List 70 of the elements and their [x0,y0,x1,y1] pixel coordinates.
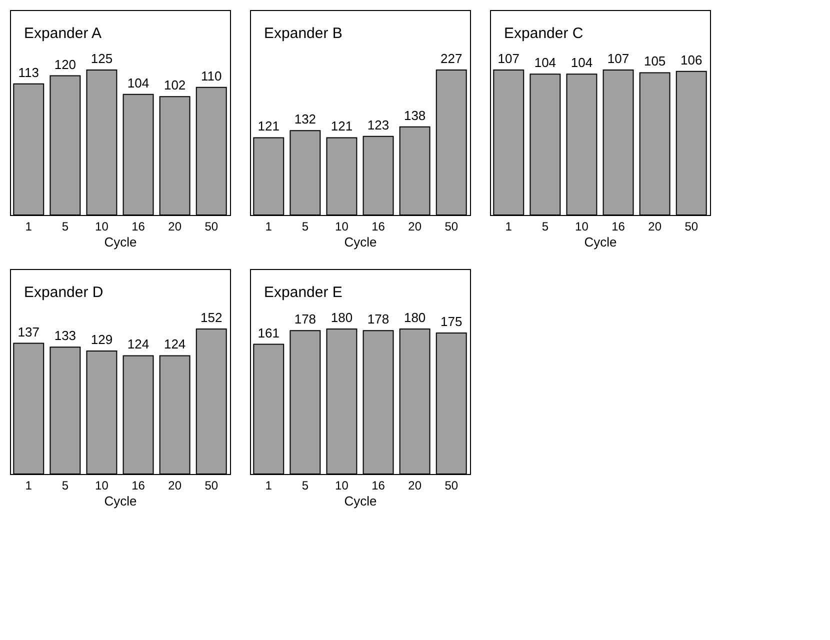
chart-title: Expander E [264,284,342,301]
chart-title: Expander D [24,284,104,301]
chart-title: Expander C [504,25,584,42]
x-tick-label: 10 [335,478,349,492]
data-label: 123 [367,117,390,132]
data-label: 104 [534,55,556,70]
data-label: 138 [404,108,426,123]
data-label: 137 [18,324,40,340]
x-tick-label: 5 [62,220,69,234]
chart-title: Expander B [264,25,342,42]
data-label: 102 [164,78,186,93]
data-label: 178 [294,312,316,327]
x-tick-label: 50 [204,478,218,492]
data-label: 161 [258,325,280,340]
x-tick-label: 50 [204,220,218,234]
data-label: 121 [330,118,353,134]
data-label: 107 [498,51,520,66]
x-tick-label: 20 [168,220,182,234]
data-label: 105 [644,54,666,69]
x-tick-label: 16 [132,478,146,492]
x-tick-label: 20 [168,478,182,492]
x-tick-label: 10 [95,220,109,234]
x-tick-label: 10 [335,220,349,234]
data-label: 180 [330,310,353,325]
x-tick-label: 16 [132,220,146,234]
x-tick-label: 16 [612,220,626,234]
x-tick-label: 5 [542,220,549,234]
data-label: 113 [18,64,40,80]
data-label: 110 [200,68,222,84]
chart-title: Expander A [24,25,102,42]
x-axis-title: Cycle [344,494,377,508]
data-label: 132 [294,112,316,127]
x-tick-label: 10 [95,478,109,492]
x-tick-label: 16 [372,220,386,234]
x-tick-label: 10 [575,220,589,234]
data-label: 104 [570,55,593,70]
data-label: 121 [258,118,280,134]
data-label: 152 [200,310,222,325]
data-label: 124 [164,336,186,352]
x-tick-label: 50 [444,478,458,492]
data-label: 227 [440,51,462,66]
x-axis-title: Cycle [344,234,377,250]
data-label: 104 [127,75,150,90]
x-tick-label: 1 [265,478,272,492]
x-tick-label: 1 [265,220,272,234]
x-tick-label: 1 [505,220,512,234]
data-label: 125 [90,51,113,66]
data-label: 106 [680,52,702,68]
data-label: 129 [90,332,113,347]
data-label: 175 [440,314,462,330]
x-tick-label: 5 [302,220,309,234]
data-label: 180 [404,310,426,325]
x-axis-title: Cycle [584,234,617,250]
x-tick-label: 5 [62,478,69,492]
x-tick-label: 20 [408,478,422,492]
data-label: 107 [607,51,630,66]
x-tick-label: 5 [302,478,309,492]
x-tick-label: 1 [25,220,32,234]
data-label: 124 [127,336,150,352]
x-tick-label: 50 [444,220,458,234]
x-axis-title: Cycle [104,234,137,250]
x-tick-label: 50 [684,220,698,234]
x-tick-label: 1 [25,478,32,492]
x-tick-label: 20 [648,220,662,234]
data-label: 133 [54,328,76,344]
data-label: 178 [367,312,390,327]
data-label: 120 [54,56,76,72]
x-tick-label: 20 [408,220,422,234]
x-axis-title: Cycle [104,494,137,508]
x-tick-label: 16 [372,478,386,492]
